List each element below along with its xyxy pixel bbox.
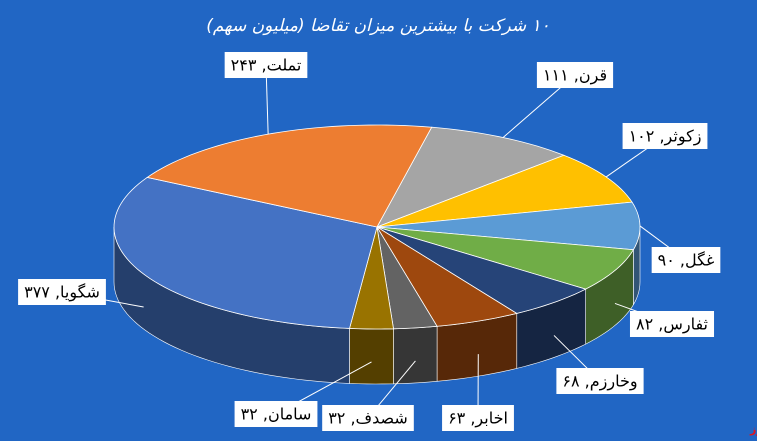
label-box <box>651 247 721 273</box>
data-label-text: ثفارس, ۸۲ <box>636 315 708 335</box>
label-box <box>622 123 708 149</box>
data-label: اخابر, ۶۳ <box>442 405 514 431</box>
label-box <box>442 405 514 431</box>
data-label-text: شگویا, ۳۷۷ <box>24 283 100 303</box>
label-box <box>224 52 308 78</box>
data-label-text: شصدف, ۳۲ <box>328 409 408 428</box>
source: بورس نیوز <box>749 423 757 436</box>
data-label-text: وخارزم, ۶۸ <box>562 372 637 392</box>
label-box <box>556 368 644 394</box>
label-box <box>234 401 318 427</box>
label-box <box>322 405 414 431</box>
slice <box>348 226 394 330</box>
label-box <box>629 311 715 337</box>
slice <box>376 126 566 228</box>
data-label: غگل, ۹۰ <box>651 247 721 273</box>
data-label-text: زکوثر, ۱۰۲ <box>629 127 702 147</box>
data-label: شگویا, ۳۷۷ <box>18 279 106 305</box>
slice <box>113 176 378 329</box>
slice <box>146 124 433 228</box>
data-label-text: تملت, ۲۴۳ <box>231 56 302 75</box>
label-box <box>18 279 106 305</box>
data-label-text: غگل, ۹۰ <box>658 251 715 270</box>
slice-side <box>393 325 438 385</box>
slice <box>376 154 633 228</box>
data-label-text: قرن, ۱۱۱ <box>543 66 607 86</box>
slice <box>376 226 438 330</box>
data-label: تملت, ۲۴۳ <box>224 52 308 78</box>
data-label: وخارزم, ۶۸ <box>556 368 644 394</box>
data-label: ثفارس, ۸۲ <box>629 311 715 337</box>
data-label-text: اخابر, ۶۳ <box>448 409 508 429</box>
data-label: قرن, ۱۱۱ <box>536 62 614 88</box>
data-label: سامان, ۳۲ <box>234 401 318 427</box>
label-box <box>536 62 614 88</box>
data-label: شصدف, ۳۲ <box>322 405 414 431</box>
chart-title: ۱۰ شرکت با بیشترین میزان تقاضا (میلیون س… <box>206 16 550 36</box>
data-label-text: سامان, ۳۲ <box>241 405 312 424</box>
data-label: زکوثر, ۱۰۲ <box>622 123 708 149</box>
slice-side <box>349 328 394 385</box>
slice <box>376 226 587 314</box>
slice <box>376 226 518 327</box>
slice <box>376 226 635 290</box>
